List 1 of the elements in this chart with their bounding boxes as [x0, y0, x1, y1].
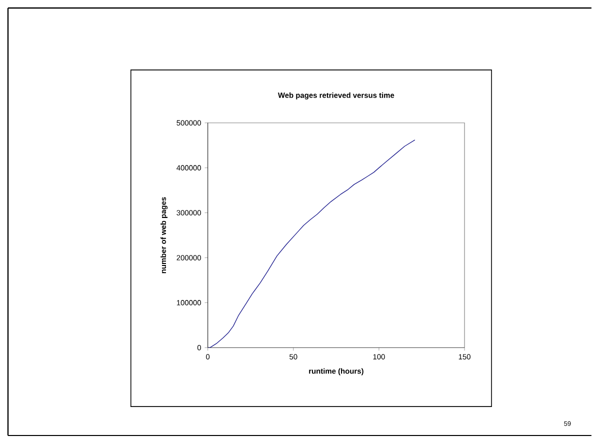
line-series	[208, 140, 416, 348]
